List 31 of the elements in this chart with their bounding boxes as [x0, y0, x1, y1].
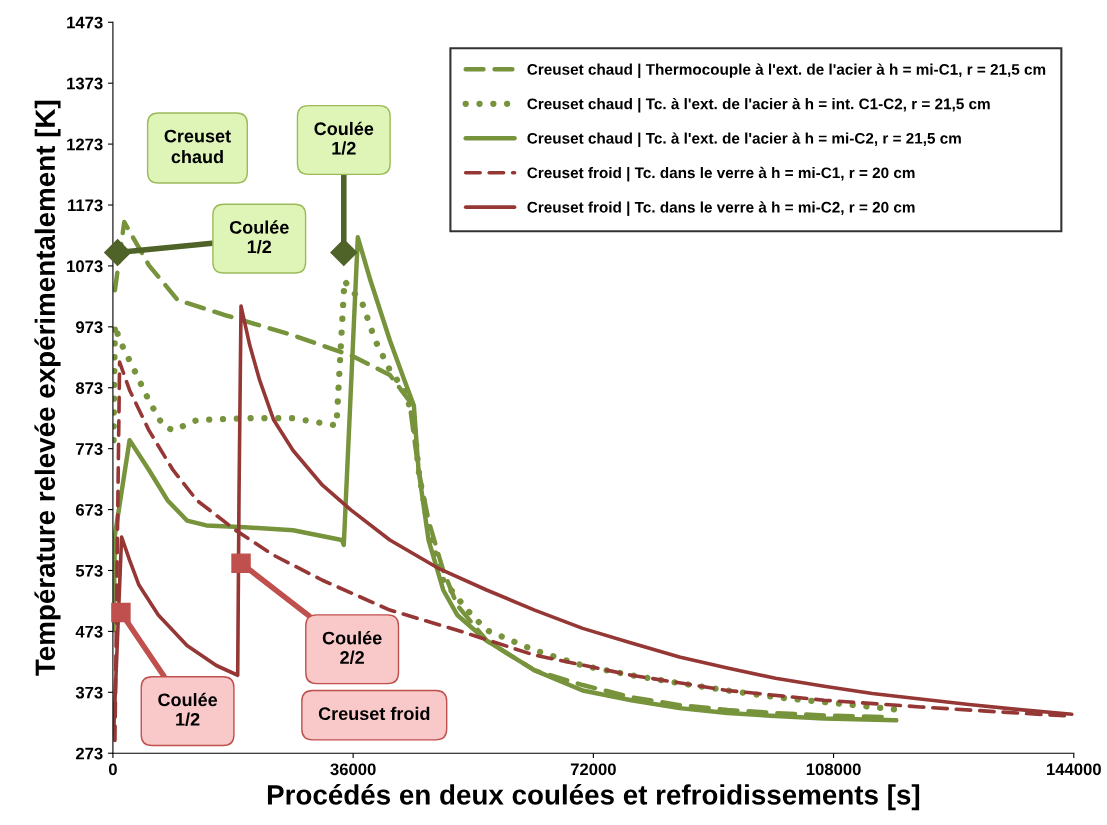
annotation: Coulée 1/2	[229, 220, 289, 254]
y-tick-label: 1473	[67, 16, 103, 29]
x-tick-label: 0	[108, 763, 117, 776]
y-tick-label: 1073	[67, 260, 103, 273]
annotation: Coulée 1/2	[158, 692, 218, 726]
y-tick-label: 873	[75, 382, 103, 394]
x-tick-label: 36000	[330, 763, 376, 776]
x-tick-label: 144000	[1047, 763, 1101, 776]
annotation: Coulée 2/2	[322, 630, 382, 665]
y-tick-label: 1173	[68, 199, 103, 212]
x-tick-label: 108000	[806, 763, 861, 776]
x-axis-title: Procédés en deux coulées et refroidissements [s]	[267, 784, 920, 811]
y-tick-label: 673	[76, 503, 103, 516]
y-tick-label: 1273	[67, 138, 103, 151]
legend-label: Creuset chaud | Tc. à l'ext. de l'acier à h = mi-C2, r = 21,5 cm	[527, 132, 961, 147]
y-axis-title: Température relevée expérimentalement [K]	[34, 100, 61, 676]
legend-label: Creuset chaud | Tc. à l'ext. de l'acier à h = int. C1-C2, r = 21,5 cm	[527, 97, 990, 113]
y-tick-label: 273	[75, 747, 103, 760]
y-tick-label: 373	[75, 686, 103, 699]
legend-label: Creuset froid | Tc. dans le verre à h = mi-C2, r = 20 cm	[527, 201, 915, 216]
y-tick-label: 973	[75, 321, 103, 334]
y-tick-label: 773	[76, 443, 103, 455]
annotation: Coulée 1/2	[314, 121, 374, 155]
y-tick-label: 473	[75, 625, 103, 638]
legend-label: Creuset froid | Tc. dans le verre à h = mi-C1, r = 20 cm	[527, 166, 915, 182]
y-tick-label: 1373	[67, 77, 103, 90]
annotation: Creuset froid	[318, 706, 430, 721]
x-tick-label: 72000	[570, 763, 616, 776]
legend-label: Creuset chaud | Thermocouple à l'ext. de l'acier à h = mi-C1, r = 21,5 cm	[527, 63, 1046, 79]
y-tick-label: 573	[75, 564, 103, 577]
annotation: Creuset chaud	[164, 129, 231, 164]
